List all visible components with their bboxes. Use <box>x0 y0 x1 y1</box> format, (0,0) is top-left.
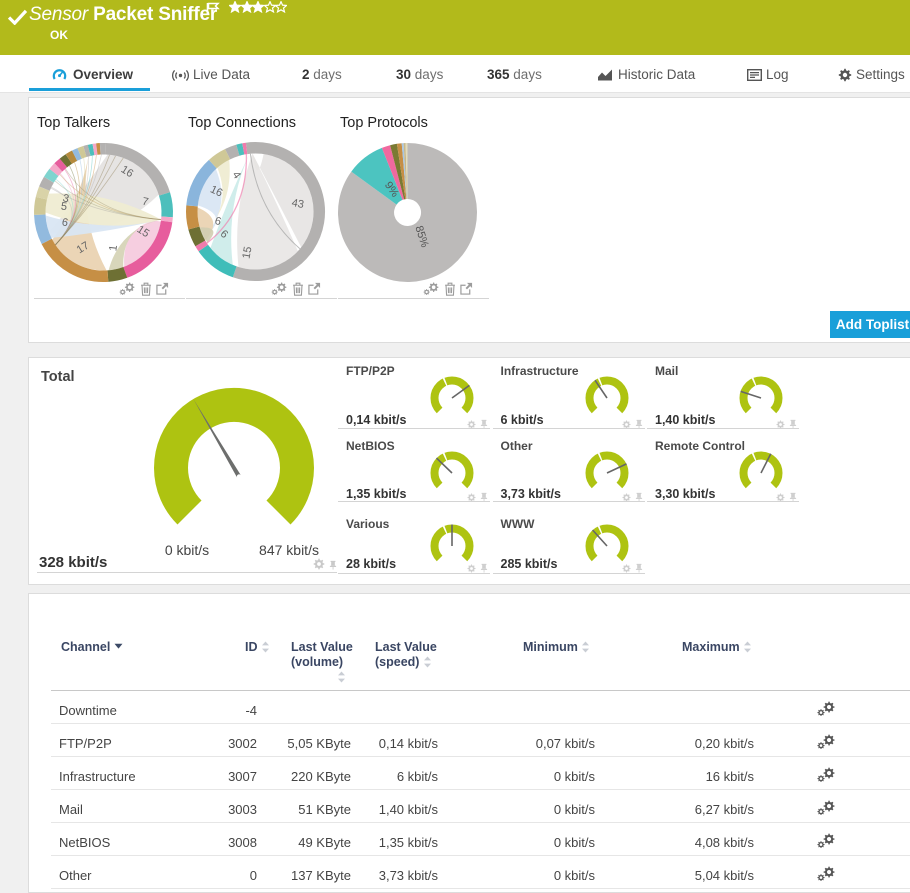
svg-text:43: 43 <box>291 197 305 211</box>
svg-text:1: 1 <box>107 244 120 252</box>
svg-text:15: 15 <box>241 246 255 260</box>
svg-text:6: 6 <box>213 215 222 228</box>
svg-text:16: 16 <box>119 163 136 180</box>
svg-text:7: 7 <box>141 196 149 209</box>
svg-text:4: 4 <box>230 169 243 181</box>
svg-text:17: 17 <box>75 240 92 257</box>
svg-text:6: 6 <box>61 216 69 229</box>
svg-text:15: 15 <box>135 223 152 240</box>
svg-text:3: 3 <box>62 192 70 205</box>
svg-text:16: 16 <box>208 183 224 199</box>
svg-text:5: 5 <box>60 201 68 214</box>
